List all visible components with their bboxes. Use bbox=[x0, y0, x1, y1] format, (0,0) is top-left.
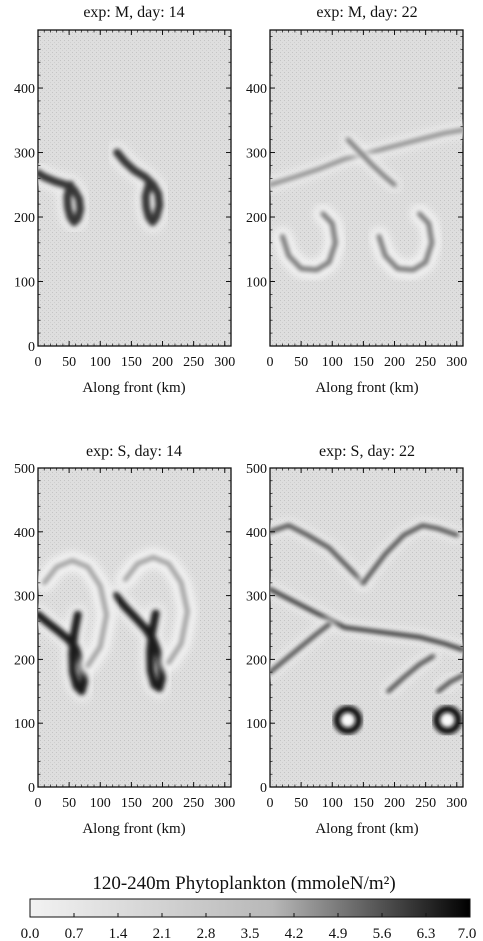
ring-feature bbox=[122, 554, 190, 666]
eddy-core bbox=[333, 705, 363, 735]
x-axis-label: Along front (km) bbox=[82, 380, 185, 396]
y-tick-label: 200 bbox=[14, 211, 35, 226]
x-tick-label: 250 bbox=[415, 796, 436, 811]
y-tick-label: 100 bbox=[14, 717, 35, 732]
x-tick-label: 150 bbox=[121, 355, 142, 370]
colorbar-tick-label: 7.0 bbox=[458, 926, 477, 941]
y-tick-label: 500 bbox=[14, 462, 35, 477]
x-tick-label: 100 bbox=[322, 355, 343, 370]
y-tick-label: 500 bbox=[246, 462, 267, 477]
band-feature bbox=[270, 523, 366, 586]
y-tick-label: 200 bbox=[246, 653, 267, 668]
x-tick-label: 0 bbox=[35, 796, 42, 811]
x-tick-label: 150 bbox=[121, 796, 142, 811]
colorbar-tick-label: 0.7 bbox=[65, 926, 84, 941]
x-tick-label: 200 bbox=[384, 796, 405, 811]
colorbar-tick-label: 5.6 bbox=[373, 926, 392, 941]
hook-feature bbox=[113, 148, 164, 227]
x-tick-label: 200 bbox=[384, 355, 405, 370]
band-feature bbox=[270, 127, 463, 188]
x-tick-label: 100 bbox=[322, 796, 343, 811]
y-tick-label: 300 bbox=[14, 147, 35, 162]
colorbar-tick-label: 2.8 bbox=[197, 926, 216, 941]
x-axis-label: Along front (km) bbox=[82, 821, 185, 837]
panel-m-day22: exp: M, day: 22 0 50 100 150 200 250 300 100 200… bbox=[246, 4, 467, 396]
x-tick-label: 50 bbox=[294, 796, 308, 811]
y-tick-label: 300 bbox=[14, 590, 35, 605]
y-tick-label: 0 bbox=[260, 781, 267, 796]
x-tick-label: 300 bbox=[214, 796, 235, 811]
x-tick-label: 300 bbox=[446, 796, 467, 811]
eddy-core bbox=[432, 705, 462, 735]
hook-feature bbox=[38, 169, 85, 227]
panel-title: exp: S, day: 22 bbox=[319, 443, 415, 460]
x-tick-label: 200 bbox=[152, 796, 173, 811]
x-tick-label: 300 bbox=[446, 355, 467, 370]
band-feature bbox=[361, 523, 460, 586]
hook-feature bbox=[111, 591, 166, 693]
band-feature bbox=[435, 673, 463, 694]
x-tick-label: 250 bbox=[183, 796, 204, 811]
panel-title: exp: M, day: 14 bbox=[83, 4, 184, 21]
plot-area bbox=[269, 29, 464, 347]
y-tick-label: 200 bbox=[246, 211, 267, 226]
y-tick-label: 400 bbox=[14, 526, 35, 541]
swirl-feature bbox=[280, 211, 338, 273]
colorbar-tick-label: 0.0 bbox=[21, 926, 40, 941]
band-feature bbox=[270, 586, 463, 653]
band-feature bbox=[270, 622, 332, 675]
y-tick-label: 0 bbox=[28, 340, 35, 355]
y-tick-label: 400 bbox=[14, 82, 35, 97]
x-tick-label: 50 bbox=[294, 355, 308, 370]
colorbar: 120-240m Phytoplankton (mmoleN/m²) 0.0 0.… bbox=[21, 873, 477, 941]
panel-s-day22: exp: S, day: 22 0 50 100 150 200 250 300 0 100 20… bbox=[246, 443, 467, 837]
panel-title: exp: S, day: 14 bbox=[86, 443, 182, 460]
swirl-feature bbox=[376, 211, 435, 273]
colorbar-title: 120-240m Phytoplankton (mmoleN/m²) bbox=[92, 873, 395, 894]
x-axis-label: Along front (km) bbox=[315, 821, 418, 837]
x-tick-label: 50 bbox=[62, 355, 76, 370]
x-tick-label: 0 bbox=[267, 796, 274, 811]
x-tick-label: 0 bbox=[35, 355, 42, 370]
y-tick-label: 0 bbox=[28, 781, 35, 796]
panel-m-day14: exp: M, day: 14 0 50 100 150 200 250 300 0 100 20… bbox=[14, 4, 235, 396]
colorbar-tick-label: 1.4 bbox=[109, 926, 128, 941]
y-tick-label: 100 bbox=[14, 276, 35, 291]
panel-title: exp: M, day: 22 bbox=[316, 4, 417, 21]
x-tick-label: 250 bbox=[415, 355, 436, 370]
hook-feature bbox=[38, 610, 89, 696]
colorbar-tick-label: 6.3 bbox=[417, 926, 436, 941]
colorbar-tick-label: 2.1 bbox=[153, 926, 172, 941]
x-axis-label: Along front (km) bbox=[315, 380, 418, 396]
x-tick-label: 100 bbox=[90, 796, 111, 811]
x-tick-label: 250 bbox=[183, 355, 204, 370]
ring-feature bbox=[41, 558, 109, 669]
x-tick-label: 150 bbox=[353, 796, 374, 811]
colorbar-tick-label: 3.5 bbox=[241, 926, 260, 941]
y-tick-label: 100 bbox=[246, 717, 267, 732]
y-tick-label: 300 bbox=[246, 590, 267, 605]
y-tick-label: 100 bbox=[246, 276, 267, 291]
band-feature bbox=[345, 137, 397, 188]
x-tick-label: 0 bbox=[267, 355, 274, 370]
x-tick-label: 150 bbox=[353, 355, 374, 370]
panel-s-day14: exp: S, day: 14 0 50 100 150 200 250 300 0 100 20… bbox=[14, 443, 235, 837]
y-tick-label: 300 bbox=[246, 147, 267, 162]
x-tick-label: 200 bbox=[152, 355, 173, 370]
x-tick-label: 100 bbox=[90, 355, 111, 370]
colorbar-tick-label: 4.2 bbox=[285, 926, 304, 941]
y-tick-label: 400 bbox=[246, 526, 267, 541]
colorbar-tick-label: 4.9 bbox=[329, 926, 348, 941]
y-tick-label: 200 bbox=[14, 653, 35, 668]
x-tick-label: 50 bbox=[62, 796, 76, 811]
x-tick-label: 300 bbox=[214, 355, 235, 370]
band-feature bbox=[386, 653, 436, 694]
y-tick-label: 400 bbox=[246, 82, 267, 97]
